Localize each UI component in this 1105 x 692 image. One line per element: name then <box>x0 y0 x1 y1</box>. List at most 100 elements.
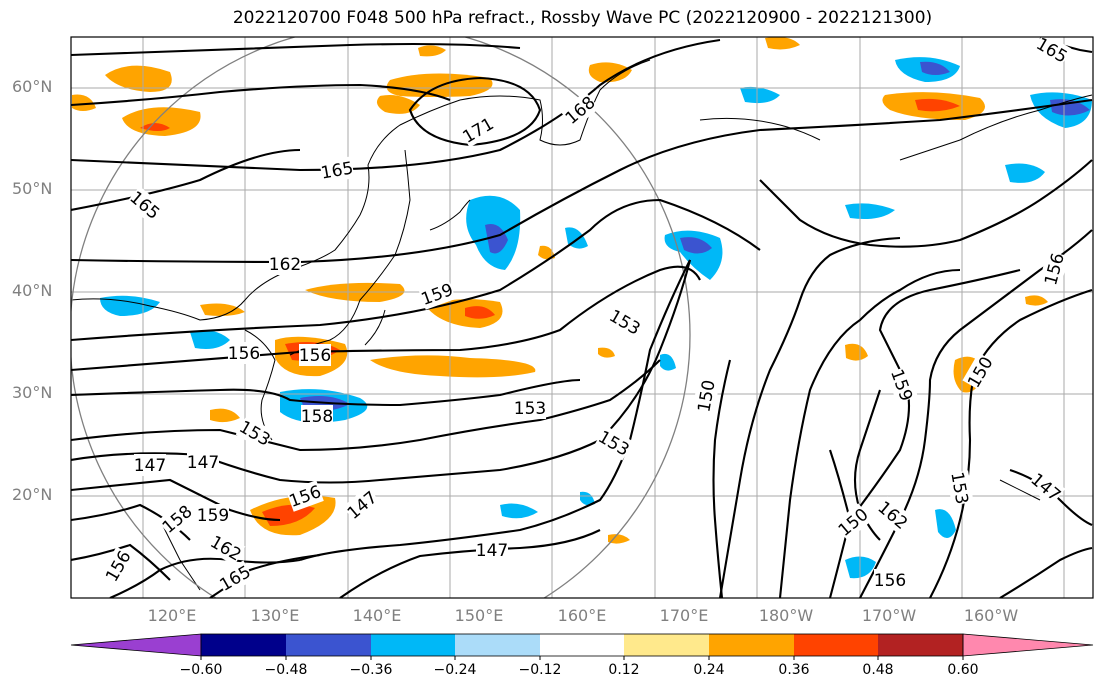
colorbar-tick-label: −0.60 <box>179 662 223 678</box>
contour-label: 159 <box>197 506 229 526</box>
contour-label-background <box>692 378 720 414</box>
colorbar-tick-label: −0.24 <box>433 662 477 678</box>
latitude-label: 50°N <box>12 179 53 198</box>
colorbar-segment <box>878 634 963 656</box>
contour-label-background <box>301 405 333 427</box>
contour-label-background <box>286 480 324 512</box>
positive-anomaly-patch <box>598 347 615 358</box>
contour-label-background <box>418 278 456 310</box>
map-background <box>71 37 1093 598</box>
contour-label-background <box>319 156 355 184</box>
contour-label: 156 <box>874 571 906 591</box>
colorbar-tick-label: −0.12 <box>518 662 562 678</box>
positive-anomaly-patch <box>1025 295 1048 306</box>
longitude-label: 140°E <box>352 606 402 625</box>
contour-label-background <box>476 539 508 561</box>
positive-anomaly-patch <box>210 408 240 423</box>
negative-anomaly-patch <box>740 86 780 104</box>
contour-label-background <box>206 530 246 566</box>
contour-label-background <box>514 397 546 419</box>
colorbar-outline <box>200 633 964 657</box>
longitude-label: 160°E <box>557 606 607 625</box>
colorbar-tick-label: −0.36 <box>349 662 393 678</box>
contour-label-background <box>873 496 913 534</box>
latitude-label: 40°N <box>12 281 53 300</box>
negative-anomaly-patch <box>660 353 676 371</box>
contour-label: 156 <box>228 344 260 364</box>
positive-anomaly-patch <box>370 355 536 378</box>
contour-label-background <box>946 470 974 506</box>
colorbar-tick-label: 0.36 <box>778 662 810 678</box>
colorbar-extend-low <box>70 633 202 657</box>
positive-anomaly-patch <box>105 65 172 92</box>
positive-anomaly-patch <box>608 534 630 544</box>
negative-anomaly-patch <box>500 503 538 519</box>
colorbar-segment <box>794 634 878 656</box>
contour-label: 158 <box>301 407 333 427</box>
contour-label-background <box>1032 37 1072 68</box>
contour-label: 147 <box>476 541 508 561</box>
colorbar-tick-label: 0.48 <box>862 662 894 678</box>
contour-label: 147 <box>134 456 166 476</box>
positive-anomaly-patch <box>465 306 495 319</box>
contour-label-background <box>197 504 229 526</box>
latitude-label: 60°N <box>12 77 53 96</box>
negative-anomaly-patch <box>1005 163 1045 183</box>
colorbar-segment <box>455 634 540 656</box>
positive-anomaly-patch <box>538 245 555 260</box>
contour-label-background <box>157 500 197 538</box>
chart-title: 2022120700 F048 500 hPa refract., Rossby… <box>232 8 933 28</box>
contour-label-background <box>1026 468 1066 506</box>
negative-anomaly-patch <box>485 224 508 254</box>
positive-anomaly-patch <box>588 62 632 83</box>
colorbar-segment <box>201 634 286 656</box>
contour-label-background <box>594 425 634 461</box>
colorbar-tick-label: −0.48 <box>264 662 308 678</box>
negative-anomaly-patch <box>580 491 595 506</box>
negative-anomaly-patch <box>920 61 950 75</box>
colorbar-tick-label: 0.24 <box>693 662 725 678</box>
contour-label-background <box>299 344 331 366</box>
contour-label: 153 <box>514 399 546 419</box>
latitude-label: 20°N <box>12 485 53 504</box>
negative-anomaly-patch <box>845 203 895 219</box>
negative-anomaly-patch <box>190 330 230 349</box>
colorbar-tick-label: 0.60 <box>947 662 979 678</box>
longitude-label: 120°E <box>147 606 197 625</box>
contour-label-background <box>1039 250 1069 288</box>
latitude-label: 30°N <box>12 383 53 402</box>
contour-label: 156 <box>299 346 331 366</box>
contour-lines <box>71 37 1093 598</box>
contour-label: 147 <box>187 453 219 473</box>
longitude-label: 170°W <box>861 606 917 625</box>
reference-circle <box>71 37 691 598</box>
longitude-label: 150°E <box>454 606 504 625</box>
positive-anomaly-patch <box>425 299 503 328</box>
contour-label-background <box>269 253 301 275</box>
positive-anomaly-patch <box>845 343 868 361</box>
coastlines <box>71 59 1093 591</box>
positive-anomaly-patch <box>915 98 960 112</box>
contour-label-background <box>886 366 918 404</box>
positive-anomaly-patch <box>72 94 96 111</box>
contour-label: 162 <box>269 255 301 275</box>
colorbar-segment <box>371 634 455 656</box>
colorbar <box>70 633 1094 660</box>
longitude-label: 160°W <box>963 606 1019 625</box>
positive-anomaly-patch <box>765 37 800 50</box>
positive-anomaly-patch <box>376 95 420 114</box>
colorbar-extend-high <box>962 633 1094 657</box>
contour-label-background <box>187 451 219 473</box>
colorbar-segment <box>540 634 624 656</box>
positive-anomaly-patch <box>122 107 201 136</box>
contour-label-background <box>560 91 600 129</box>
longitude-label: 130°E <box>250 606 300 625</box>
map-frame <box>70 36 1094 599</box>
contour-label-background <box>125 186 165 224</box>
colorbar-tick-label: 0.12 <box>608 662 640 678</box>
positive-anomaly-patch <box>418 45 446 57</box>
contour-label-background <box>833 503 873 541</box>
negative-anomaly-patch <box>100 295 160 316</box>
